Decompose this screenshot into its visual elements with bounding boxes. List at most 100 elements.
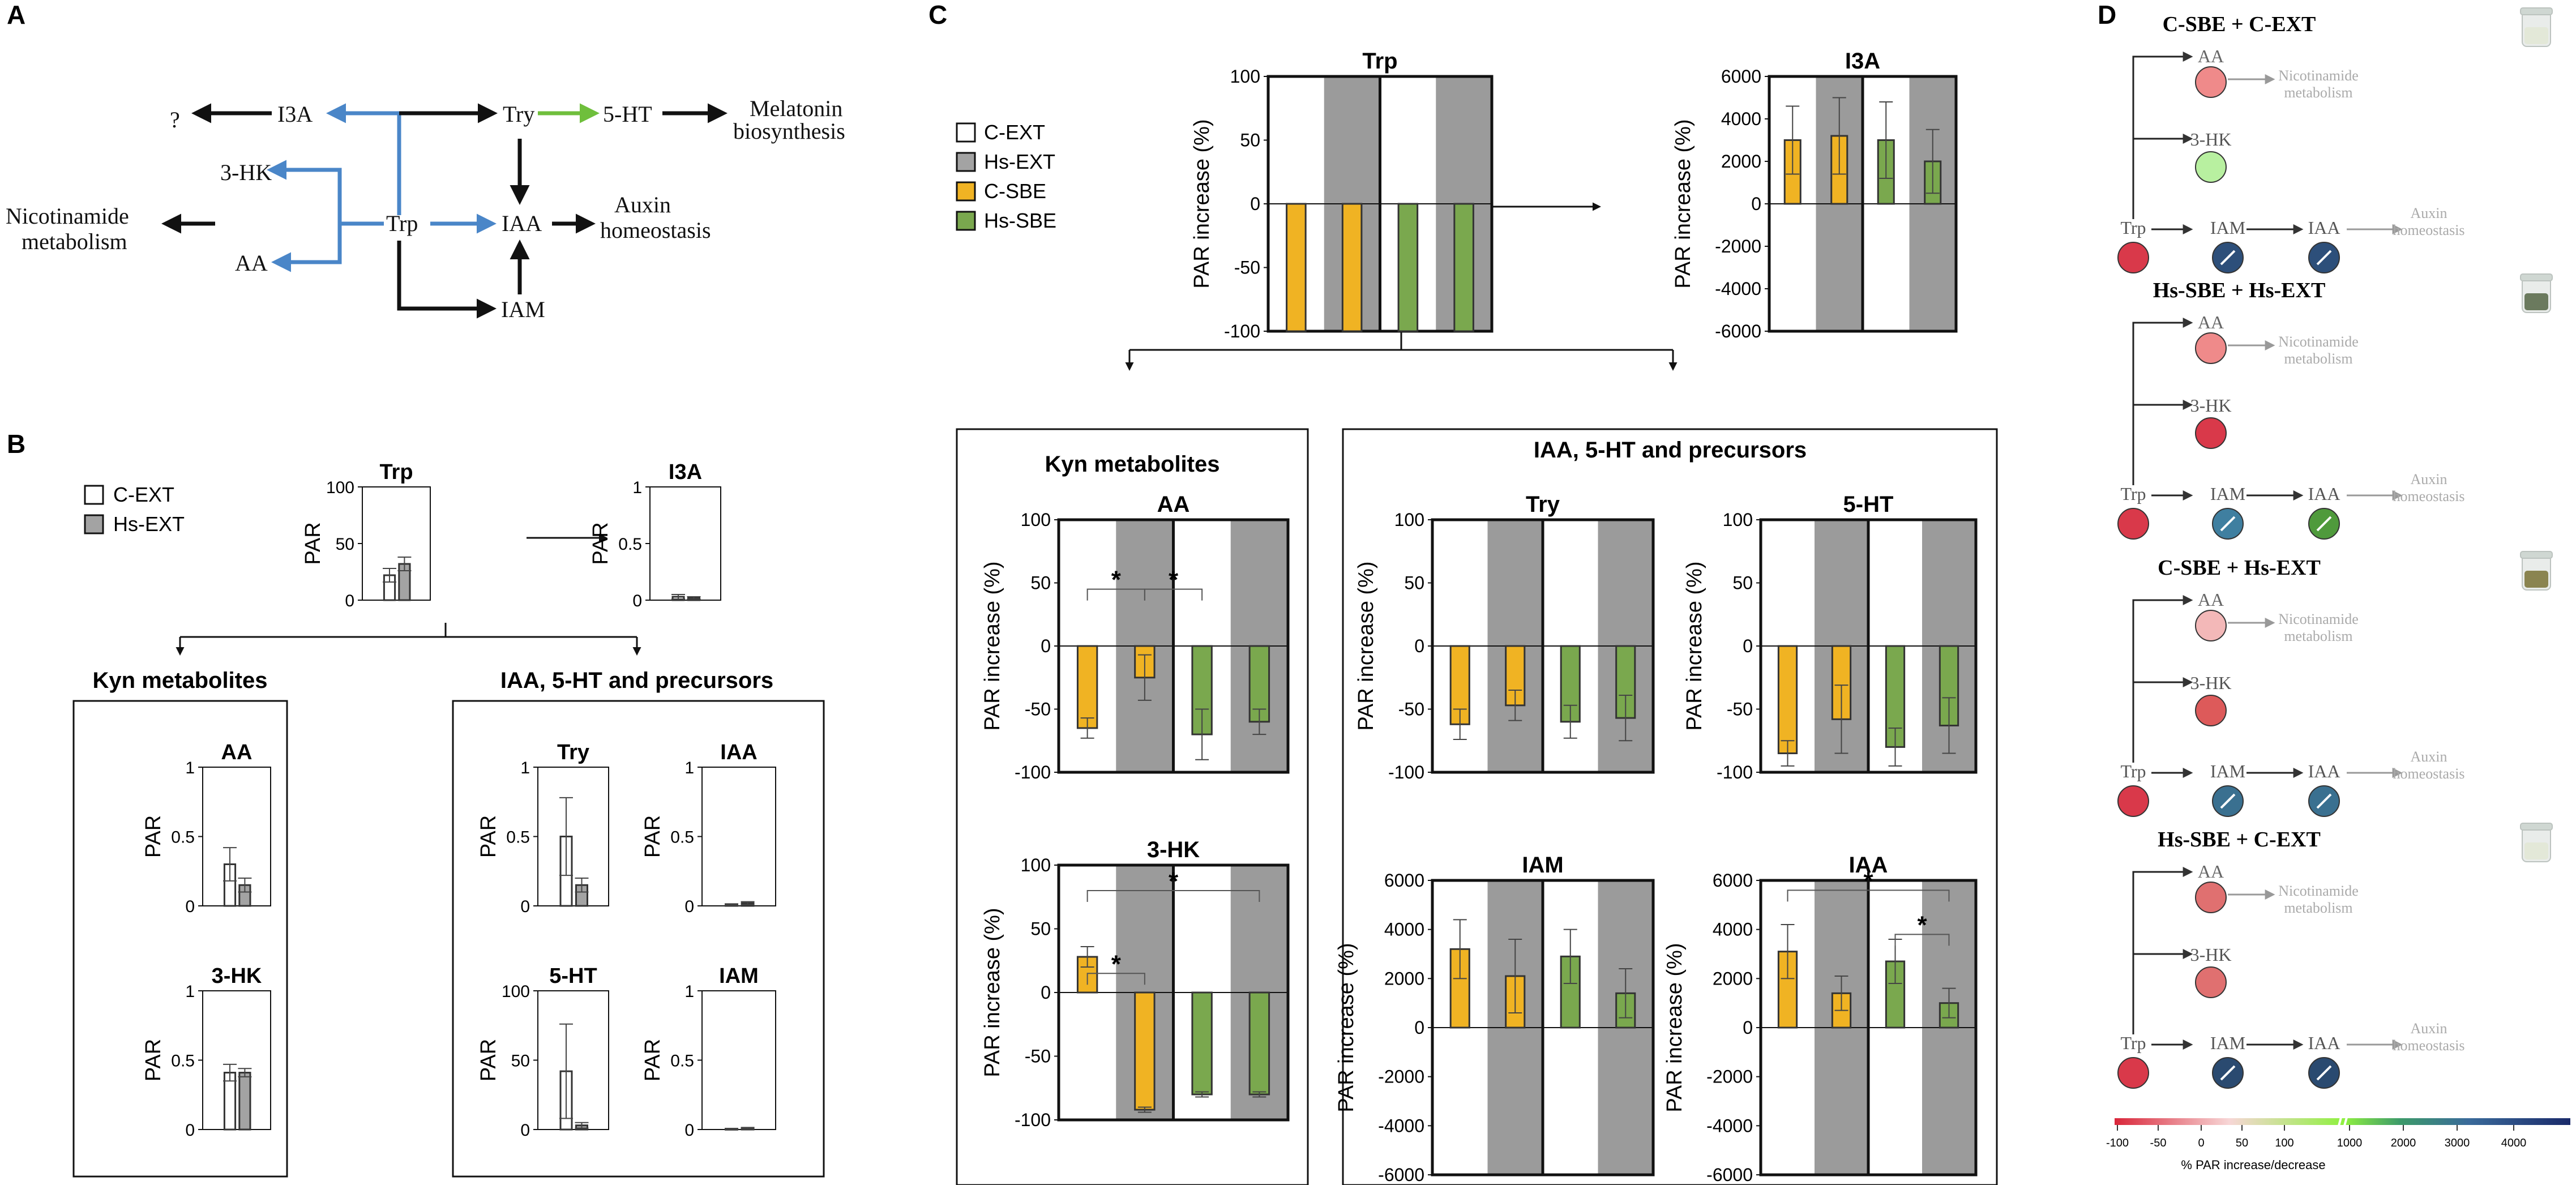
y-tick-label: 50 (1030, 573, 1051, 593)
y-tick-label: -4000 (1378, 1115, 1424, 1136)
y-tick-label: 0 (1743, 636, 1753, 656)
scale-tick-label: 50 (2236, 1137, 2248, 1149)
y-tick-label: 2000 (1384, 968, 1424, 989)
node-3hk: 3-HK (220, 160, 272, 185)
y-axis-label: PAR (589, 522, 613, 564)
y-tick-label: 100 (502, 982, 530, 1001)
panel-letter-c: C (928, 0, 947, 29)
y-tick-label: 4000 (1721, 109, 1761, 129)
node-auxin: Auxin (614, 192, 671, 217)
plot-frame (537, 767, 609, 906)
scale-bar-left (2115, 1118, 2344, 1125)
d-section-title: Hs-SBE + C-EXT (2158, 828, 2321, 852)
jar-lid (2520, 273, 2553, 281)
significance-star: * (1111, 950, 1122, 978)
y-tick-label: -50 (1727, 699, 1753, 720)
y-tick-label: -50 (1234, 258, 1260, 278)
chart-title: Try (1526, 492, 1560, 517)
y-tick-label: -100 (1717, 762, 1753, 782)
bar (1397, 203, 1419, 332)
d-label-iam: IAM (2210, 761, 2245, 781)
y-tick-label: 50 (511, 1052, 530, 1071)
d-circle-trp (2117, 508, 2149, 540)
y-axis-label: PAR increase (%) (981, 908, 1004, 1077)
y-axis-label: PAR (301, 522, 325, 564)
bar (238, 1072, 251, 1131)
y-axis-label: PAR increase (%) (1663, 943, 1687, 1112)
legend-label-hs-ext: Hs-EXT (113, 512, 185, 536)
bar (1191, 645, 1213, 735)
bar (1076, 645, 1098, 729)
c-box-iaa (1342, 428, 1998, 1185)
d-section-1: C-SBE + C-EXT AA 3-HK Trp IAM IAA Nicotinamide… (2117, 7, 2553, 273)
panel-a: A ? I3A Try 5-HT Melatonin biosynthesis … (6, 0, 845, 322)
chart-b-iam: IAM 0 0.5 1 PAR (641, 964, 776, 1140)
plot-frame (362, 486, 431, 601)
y-tick-label: 1 (684, 982, 694, 1001)
d-circle-iam-slash (2220, 1065, 2236, 1081)
d-label-3hk: 3-HK (2190, 944, 2232, 965)
y-tick-label: 0 (684, 897, 694, 916)
bar (1777, 645, 1798, 755)
chart-title: IAA (1849, 853, 1888, 878)
y-axis-label: PAR (142, 1039, 165, 1081)
y-tick-label: 1 (185, 759, 195, 777)
significance-star: * (1169, 867, 1179, 895)
y-tick-label: 0 (520, 897, 530, 916)
chart-c-3hk: 3-HK -100 -50 0 50 100 PAR increase (%) * * (981, 837, 1290, 1130)
y-tick-label: 1 (632, 478, 642, 497)
node-homeostasis: homeostasis (600, 217, 711, 243)
d-section-2: Hs-SBE + Hs-EXT AA 3-HK Trp IAM IAA Nicotinami… (2117, 273, 2553, 540)
c-group-iaa-title: IAA, 5-HT and precursors (1534, 438, 1807, 463)
y-tick-label: 100 (1230, 66, 1260, 87)
d-arrow-aa (2132, 318, 2193, 485)
d-label-trp: Trp (2120, 484, 2146, 504)
chart-b-aa: AA 0 0.5 1 PAR (142, 741, 271, 916)
d-circle-iaa-slash (2316, 250, 2332, 266)
plot-frame (701, 990, 776, 1130)
y-tick-label: 100 (1394, 510, 1424, 530)
chart-b-try: Try 0 0.5 1 PAR (477, 741, 609, 916)
c-box-kyn (956, 428, 1309, 1185)
bar (1341, 203, 1363, 332)
d-label-aa: AA (2198, 861, 2224, 882)
d-section-4: Hs-SBE + C-EXT AA 3-HK Trp IAM IAA Nicotinamid… (2117, 823, 2553, 1089)
significance-bracket (1086, 890, 1260, 902)
chart-b-trp: Trp 0 50 100 PAR (301, 460, 431, 610)
d-circle-iaa-slash (2316, 793, 2332, 809)
d-label-homeostasis: homeostasis (2393, 488, 2464, 504)
y-tick-label: 6000 (1713, 870, 1753, 891)
jar-content (2524, 27, 2548, 44)
jar-lid (2520, 551, 2553, 559)
node-nicotinamide: Nicotinamide (6, 203, 129, 229)
d-arrow-aa (2132, 52, 2193, 219)
chart-title: I3A (1845, 49, 1880, 74)
d-circle-trp (2117, 1057, 2149, 1089)
node-metabolism: metabolism (22, 229, 127, 254)
y-tick-label: 1 (185, 982, 195, 1001)
d-label-nicotinamide: Nicotinamide (2278, 883, 2359, 899)
y-tick-label: 50 (1404, 573, 1424, 593)
y-tick-label: -4000 (1706, 1115, 1753, 1136)
d-label-iaa: IAA (2308, 217, 2340, 238)
b-group-iaa-title: IAA, 5-HT and precursors (500, 668, 773, 693)
y-tick-label: 0 (1414, 636, 1424, 656)
panel-letter-d: D (2098, 0, 2116, 29)
d-label-iaa: IAA (2308, 761, 2340, 781)
d-circle-aa (2195, 610, 2227, 641)
y-axis-label: PAR increase (%) (1354, 561, 1378, 730)
y-axis-label: PAR (142, 815, 165, 858)
jar-lid (2520, 823, 2553, 831)
d-arrow-aa (2132, 595, 2193, 763)
y-tick-label: 50 (1240, 130, 1260, 151)
jar-content (2524, 842, 2548, 859)
c-legend-label-c-ext: C-EXT (984, 121, 1045, 144)
c-legend-swatch-c-sbe (956, 181, 976, 202)
chart-title: IAM (1522, 853, 1563, 878)
c-legend-label-c-sbe: C-SBE (984, 179, 1046, 203)
chart-title: I3A (669, 460, 702, 484)
y-tick-label: -100 (1015, 762, 1051, 782)
y-tick-label: 4000 (1384, 919, 1424, 940)
charts-layer: Trp050100PARI3A00.51PARAA00.51PAR3-HK00.… (142, 49, 1978, 1185)
y-tick-label: 50 (1732, 573, 1753, 593)
